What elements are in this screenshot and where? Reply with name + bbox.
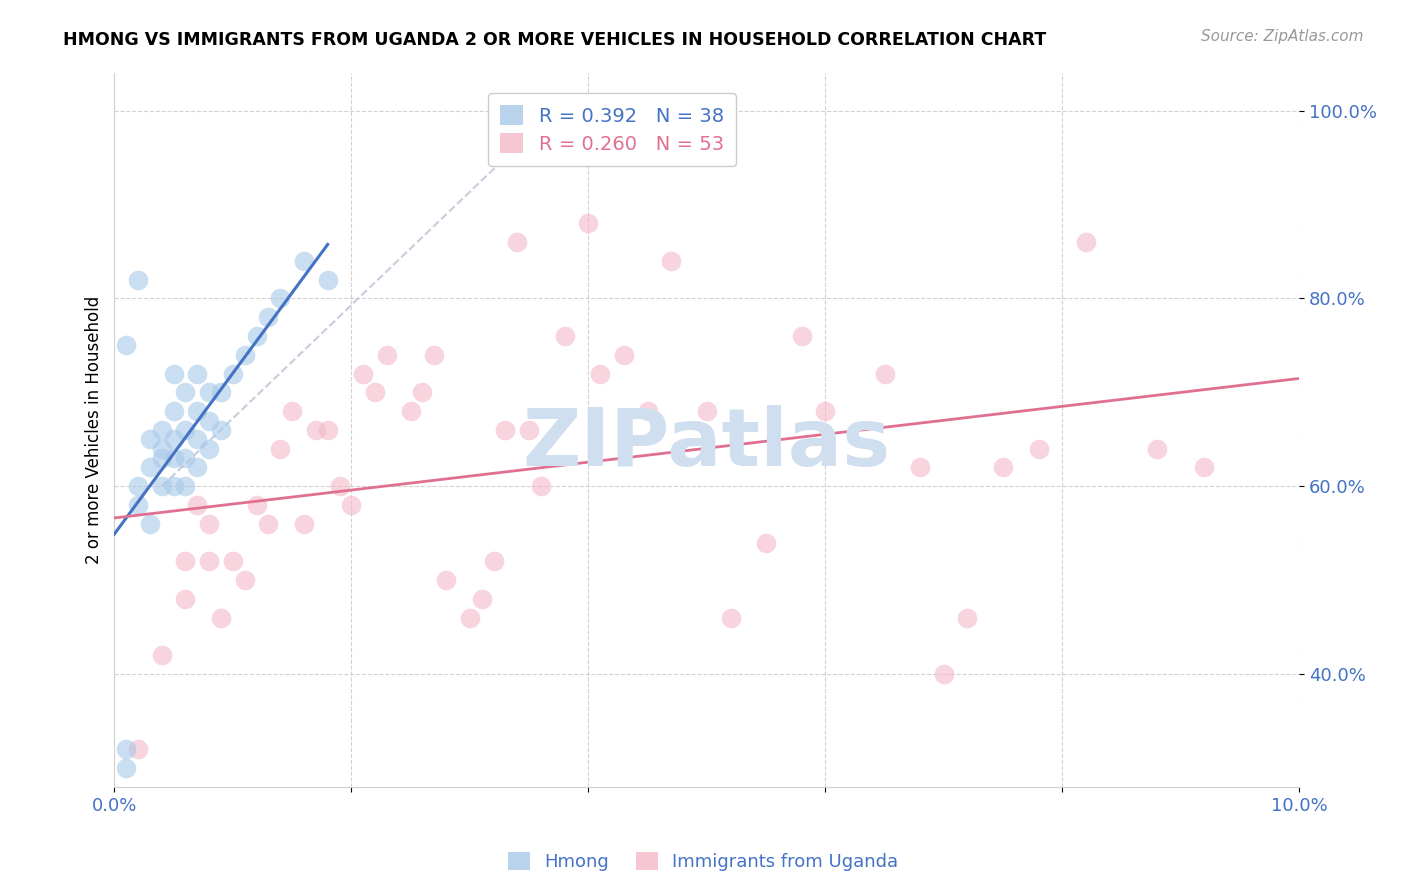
Point — [127, 272, 149, 286]
Point — [471, 592, 494, 607]
Point — [576, 216, 599, 230]
Point — [174, 592, 197, 607]
Point — [1146, 442, 1168, 456]
Point — [115, 338, 138, 352]
Point — [222, 367, 245, 381]
Point — [814, 404, 837, 418]
Point — [198, 442, 221, 456]
Point — [375, 348, 398, 362]
Point — [209, 423, 232, 437]
Point — [139, 516, 162, 531]
Point — [115, 742, 138, 756]
Point — [292, 253, 315, 268]
Point — [696, 404, 718, 418]
Point — [257, 516, 280, 531]
Point — [174, 554, 197, 568]
Point — [292, 516, 315, 531]
Point — [423, 348, 446, 362]
Point — [174, 423, 197, 437]
Point — [316, 272, 339, 286]
Point — [174, 385, 197, 400]
Point — [755, 535, 778, 549]
Point — [150, 423, 173, 437]
Point — [411, 385, 433, 400]
Point — [127, 498, 149, 512]
Point — [257, 310, 280, 325]
Point — [659, 253, 682, 268]
Point — [399, 404, 422, 418]
Point — [245, 498, 267, 512]
Point — [222, 554, 245, 568]
Point — [720, 611, 742, 625]
Point — [908, 460, 931, 475]
Point — [269, 442, 291, 456]
Point — [209, 611, 232, 625]
Point — [1028, 442, 1050, 456]
Point — [340, 498, 363, 512]
Point — [174, 479, 197, 493]
Y-axis label: 2 or more Vehicles in Household: 2 or more Vehicles in Household — [86, 296, 103, 564]
Point — [174, 451, 197, 466]
Point — [589, 367, 612, 381]
Point — [613, 348, 636, 362]
Point — [991, 460, 1014, 475]
Legend: Hmong, Immigrants from Uganda: Hmong, Immigrants from Uganda — [501, 845, 905, 879]
Point — [150, 479, 173, 493]
Point — [150, 648, 173, 663]
Point — [209, 385, 232, 400]
Text: Source: ZipAtlas.com: Source: ZipAtlas.com — [1201, 29, 1364, 44]
Point — [139, 460, 162, 475]
Point — [364, 385, 387, 400]
Point — [198, 413, 221, 427]
Point — [305, 423, 328, 437]
Point — [186, 460, 208, 475]
Point — [482, 554, 505, 568]
Point — [127, 742, 149, 756]
Point — [233, 348, 256, 362]
Point — [163, 432, 186, 446]
Point — [139, 432, 162, 446]
Point — [198, 554, 221, 568]
Point — [186, 404, 208, 418]
Point — [186, 498, 208, 512]
Point — [163, 367, 186, 381]
Point — [790, 329, 813, 343]
Point — [163, 404, 186, 418]
Point — [198, 385, 221, 400]
Point — [956, 611, 979, 625]
Text: HMONG VS IMMIGRANTS FROM UGANDA 2 OR MORE VEHICLES IN HOUSEHOLD CORRELATION CHAR: HMONG VS IMMIGRANTS FROM UGANDA 2 OR MOR… — [63, 31, 1046, 49]
Point — [494, 423, 516, 437]
Point — [281, 404, 304, 418]
Point — [554, 329, 576, 343]
Point — [186, 367, 208, 381]
Point — [1074, 235, 1097, 249]
Point — [932, 667, 955, 681]
Point — [316, 423, 339, 437]
Point — [163, 479, 186, 493]
Point — [352, 367, 374, 381]
Point — [150, 442, 173, 456]
Text: ZIPatlas: ZIPatlas — [523, 405, 891, 483]
Point — [115, 761, 138, 775]
Point — [198, 516, 221, 531]
Point — [233, 573, 256, 587]
Point — [637, 404, 659, 418]
Point — [1194, 460, 1216, 475]
Point — [150, 451, 173, 466]
Point — [434, 573, 457, 587]
Point — [163, 451, 186, 466]
Point — [458, 611, 481, 625]
Point — [506, 235, 529, 249]
Point — [269, 292, 291, 306]
Point — [517, 423, 540, 437]
Point — [186, 432, 208, 446]
Point — [328, 479, 350, 493]
Point — [530, 479, 553, 493]
Legend: R = 0.392   N = 38, R = 0.260   N = 53: R = 0.392 N = 38, R = 0.260 N = 53 — [488, 94, 735, 166]
Point — [873, 367, 896, 381]
Point — [245, 329, 267, 343]
Point — [127, 479, 149, 493]
